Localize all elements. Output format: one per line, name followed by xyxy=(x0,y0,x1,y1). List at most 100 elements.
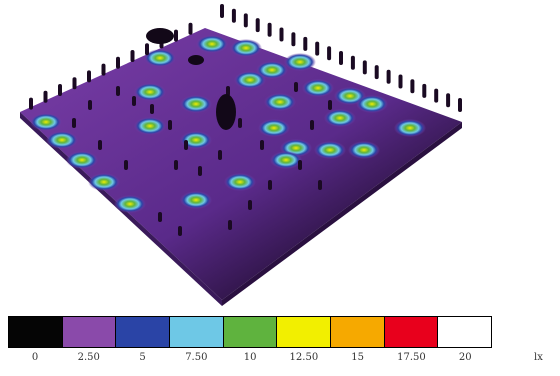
column xyxy=(101,63,106,76)
column xyxy=(238,118,242,128)
column xyxy=(422,83,427,98)
light-pool xyxy=(324,109,356,127)
column xyxy=(362,60,367,75)
column xyxy=(145,43,149,56)
column xyxy=(174,29,178,42)
column xyxy=(327,46,332,61)
unit-label: lx xyxy=(534,352,543,363)
light-pool xyxy=(224,173,256,191)
column xyxy=(124,160,128,170)
column xyxy=(410,79,415,94)
light-pool xyxy=(134,117,166,135)
column xyxy=(29,97,33,110)
column xyxy=(174,160,178,170)
column xyxy=(228,220,232,230)
light-pool xyxy=(394,119,426,137)
legend-tick-label: 20 xyxy=(458,352,472,363)
column xyxy=(184,140,188,150)
column xyxy=(294,82,298,92)
furniture-shape xyxy=(188,55,204,65)
column xyxy=(279,27,284,42)
light-pool xyxy=(180,95,212,113)
column xyxy=(434,88,439,103)
legend-swatch xyxy=(116,317,171,347)
column xyxy=(98,140,102,150)
column xyxy=(178,226,182,236)
light-pool xyxy=(258,119,290,137)
column xyxy=(188,22,193,35)
light-pool xyxy=(144,49,176,67)
column xyxy=(267,22,272,37)
column xyxy=(248,200,252,210)
column xyxy=(328,100,332,110)
column xyxy=(58,84,62,96)
column xyxy=(260,140,264,150)
legend-tick-label: 2.50 xyxy=(77,352,100,363)
column xyxy=(198,166,202,176)
column xyxy=(132,96,136,106)
column xyxy=(350,55,355,70)
legend-tick-label: 15 xyxy=(351,352,365,363)
column xyxy=(130,50,135,62)
legend-tick-label: 5 xyxy=(139,352,146,363)
illuminance-floor-plan xyxy=(20,4,462,306)
legend-swatch xyxy=(223,317,278,347)
legend-tick-label: 10 xyxy=(243,352,257,363)
column xyxy=(72,118,76,128)
light-pool xyxy=(234,71,266,89)
furniture-shape xyxy=(146,28,174,44)
column xyxy=(268,180,272,190)
column xyxy=(446,93,451,108)
furniture-shape xyxy=(216,94,236,130)
light-pools xyxy=(30,35,426,213)
column xyxy=(318,180,322,190)
column xyxy=(339,51,343,65)
light-pool xyxy=(30,113,62,131)
legend-swatch xyxy=(384,317,439,347)
legend-tick-label: 7.50 xyxy=(185,352,208,363)
light-pool xyxy=(302,79,334,97)
column xyxy=(220,4,224,18)
column xyxy=(255,18,260,33)
column xyxy=(72,77,77,90)
column xyxy=(398,74,403,89)
light-pool xyxy=(314,141,346,159)
legend-swatch xyxy=(170,317,224,347)
light-pool xyxy=(196,35,228,53)
column xyxy=(87,70,91,83)
column xyxy=(231,8,236,23)
legend-swatch xyxy=(438,317,492,347)
column xyxy=(310,120,314,130)
column xyxy=(150,104,154,114)
light-pool xyxy=(348,141,380,159)
column xyxy=(158,212,162,222)
column xyxy=(458,98,462,112)
column xyxy=(243,13,248,28)
light-pool xyxy=(180,191,212,209)
column xyxy=(168,120,172,130)
light-pool xyxy=(88,173,120,191)
column xyxy=(218,150,222,160)
light-pool xyxy=(114,195,146,213)
column xyxy=(315,41,320,56)
column xyxy=(116,86,120,96)
floor-edge-right xyxy=(222,122,462,306)
light-pool xyxy=(356,95,388,113)
column xyxy=(43,90,48,103)
light-pool xyxy=(66,151,98,169)
legend-tick-label: 0 xyxy=(31,352,39,363)
color-scale-legend xyxy=(8,316,492,348)
column xyxy=(303,36,308,51)
light-pool xyxy=(264,93,296,111)
column xyxy=(88,100,92,110)
column xyxy=(291,32,296,47)
column xyxy=(298,160,302,170)
light-pool xyxy=(46,131,78,149)
legend-swatch xyxy=(331,317,385,347)
columns xyxy=(29,4,462,236)
light-pool xyxy=(230,39,262,57)
light-pool xyxy=(270,151,302,169)
legend-swatch xyxy=(9,317,63,347)
legend-swatch xyxy=(277,317,332,347)
legend-tick-label: 12.50 xyxy=(289,352,319,363)
